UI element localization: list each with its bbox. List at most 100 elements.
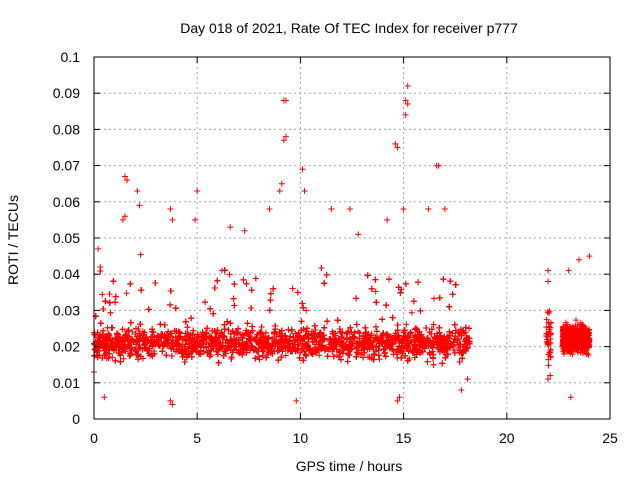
data-point — [440, 276, 447, 283]
data-point — [184, 324, 191, 331]
data-point — [106, 291, 113, 298]
data-point — [300, 304, 307, 311]
data-point — [455, 345, 462, 352]
data-point — [436, 294, 443, 301]
data-point — [129, 328, 136, 335]
data-point — [338, 333, 345, 340]
data-point — [117, 358, 124, 365]
data-point — [137, 251, 144, 258]
data-point — [211, 285, 218, 292]
data-point — [389, 314, 396, 321]
data-point — [305, 335, 312, 342]
data-point — [266, 307, 273, 314]
data-point — [243, 280, 250, 287]
data-point — [204, 325, 211, 332]
data-point — [323, 271, 330, 278]
data-point — [446, 303, 453, 310]
data-point — [417, 307, 424, 314]
data-point — [382, 353, 389, 360]
data-point — [410, 298, 417, 305]
data-point — [119, 349, 126, 356]
data-point — [140, 355, 147, 362]
data-point — [324, 318, 331, 325]
data-point — [263, 354, 270, 361]
data-point — [339, 350, 346, 357]
data-point — [101, 352, 108, 359]
data-point — [438, 346, 445, 353]
data-point — [188, 315, 195, 322]
data-point — [406, 355, 413, 362]
data-point — [452, 327, 459, 334]
data-point — [215, 359, 222, 366]
data-point — [106, 299, 113, 306]
data-point — [419, 348, 426, 355]
data-point — [402, 352, 409, 359]
data-point — [226, 271, 233, 278]
data-point — [172, 305, 179, 312]
data-point — [372, 288, 379, 295]
data-point — [466, 335, 473, 342]
data-point — [252, 275, 259, 282]
data-point — [321, 280, 328, 287]
data-point — [364, 272, 371, 279]
data-point — [403, 321, 410, 328]
data-point — [231, 281, 238, 288]
data-point — [383, 302, 390, 309]
data-point — [168, 353, 175, 360]
data-point — [297, 349, 304, 356]
data-point — [221, 267, 228, 274]
data-point — [112, 357, 119, 364]
data-point — [344, 358, 351, 365]
data-point — [258, 323, 265, 330]
data-point — [126, 333, 133, 340]
data-point — [127, 280, 134, 287]
data-point — [208, 352, 215, 359]
data-point — [229, 349, 236, 356]
data-point — [255, 353, 262, 360]
data-point — [138, 287, 145, 294]
data-point — [317, 337, 324, 344]
data-point — [109, 324, 116, 331]
data-point — [300, 357, 307, 364]
data-point — [397, 289, 404, 296]
data-point — [394, 349, 401, 356]
data-point — [360, 341, 367, 348]
data-point — [207, 305, 214, 312]
data-point — [213, 348, 220, 355]
data-point — [105, 346, 112, 353]
data-point — [97, 320, 104, 327]
data-point — [442, 354, 449, 361]
data-point — [334, 317, 341, 324]
data-point — [225, 326, 232, 333]
data-point — [298, 318, 305, 325]
data-point — [107, 309, 114, 316]
data-point — [210, 310, 217, 317]
data-point — [450, 347, 457, 354]
data-point — [136, 335, 143, 342]
data-point — [449, 330, 456, 337]
data-point — [373, 299, 380, 306]
data-point — [412, 325, 419, 332]
data-point — [353, 353, 360, 360]
data-point — [424, 358, 431, 365]
data-point — [248, 287, 255, 294]
data-point — [348, 328, 355, 335]
data-point — [228, 355, 235, 362]
data-point — [112, 299, 119, 306]
data-point — [350, 334, 357, 341]
data-point — [214, 277, 221, 284]
data-point — [379, 316, 386, 323]
data-point — [466, 325, 473, 332]
data-point — [137, 321, 144, 328]
chart-title: Day 018 of 2021, Rate Of TEC Index for r… — [180, 20, 518, 36]
data-point — [126, 352, 133, 359]
data-point — [109, 354, 116, 361]
data-point — [167, 301, 174, 308]
data-point — [362, 324, 369, 331]
data-point — [304, 325, 311, 332]
data-point — [296, 354, 303, 361]
data-point — [372, 323, 379, 330]
grid-lines — [94, 57, 610, 419]
data-point — [343, 336, 350, 343]
data-point — [289, 285, 296, 292]
